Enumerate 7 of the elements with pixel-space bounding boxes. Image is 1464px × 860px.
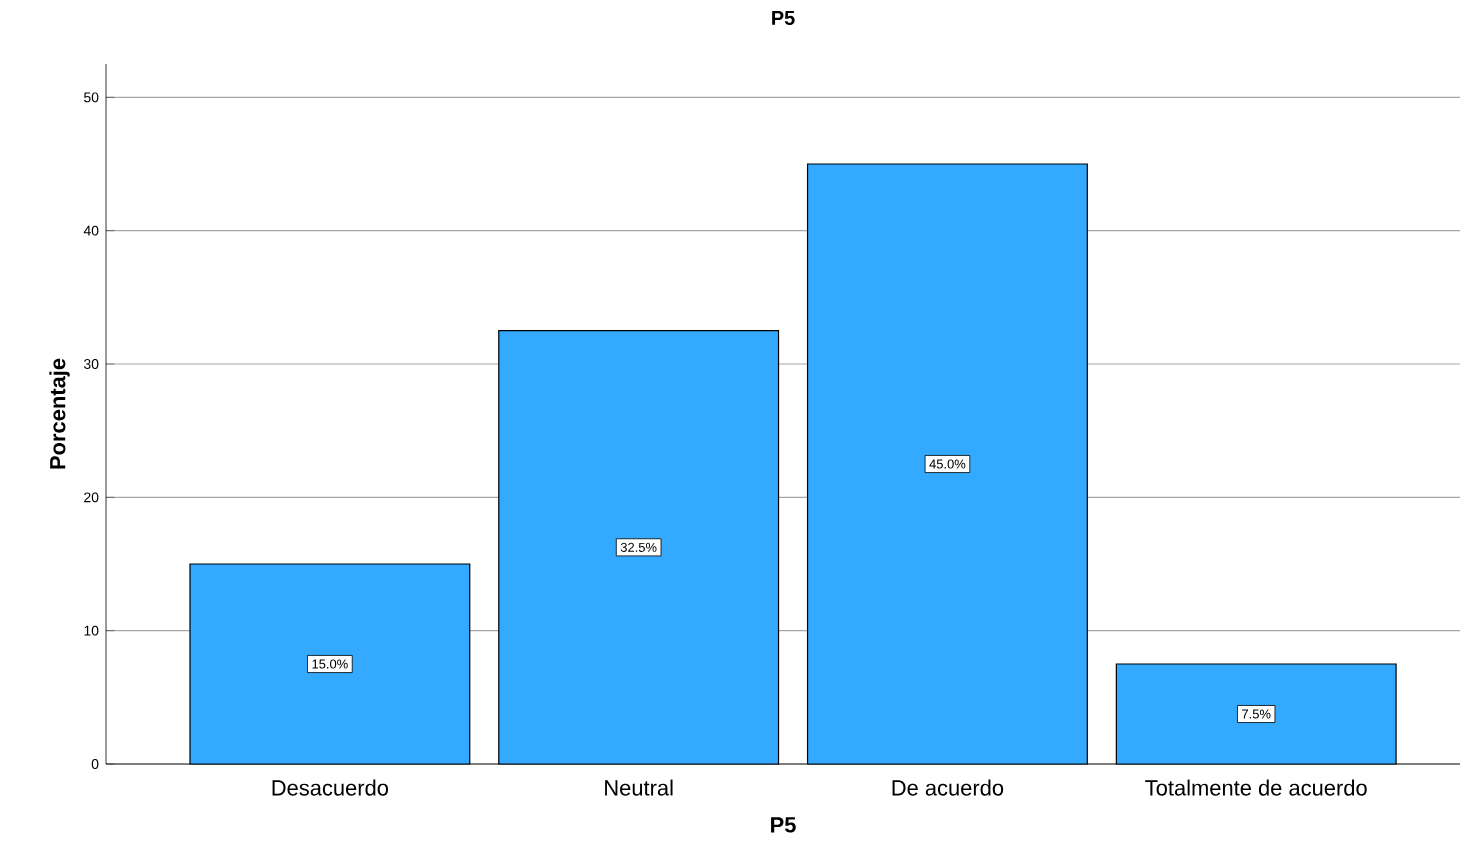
x-axis-title: P5 (771, 817, 796, 833)
x-tick-label: Neutral (605, 779, 673, 796)
y-axis-title: Porcentaje (49, 358, 70, 469)
x-tick-label: De acuerdo (892, 779, 1004, 796)
chart-title: P5 (772, 11, 795, 25)
x-tick-label: Totalmente de acuerdo (1145, 779, 1367, 796)
x-tick-label: Desacuerdo (272, 779, 388, 796)
